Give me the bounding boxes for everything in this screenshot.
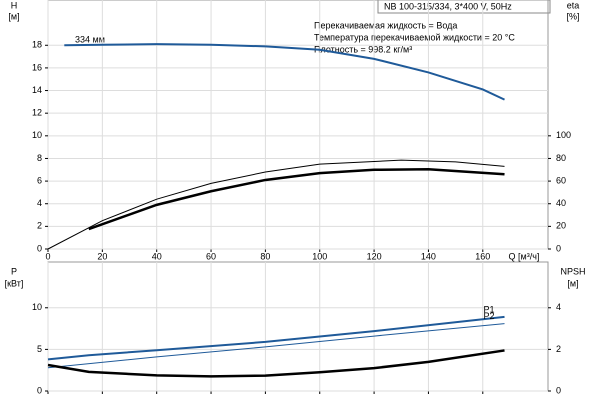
x-tick-label: 80	[260, 251, 270, 261]
series-label: P2	[484, 311, 495, 321]
y2-tick-label: 20	[556, 221, 566, 231]
x-tick-label: 0	[45, 251, 50, 261]
y-unit: [кВт]	[5, 278, 24, 288]
annotation: Плотность = 998.2 кг/м³	[314, 44, 412, 54]
x-tick-label: 160	[475, 251, 490, 261]
y2-label: eta	[567, 0, 580, 10]
x-tick-label: 20	[97, 251, 107, 261]
y-tick-label: 10	[32, 302, 42, 312]
series-line	[47, 349, 505, 378]
y-unit: [м]	[8, 11, 19, 21]
y-tick-label: 5	[37, 344, 42, 354]
series-line	[47, 323, 505, 369]
annotation: 334 мм	[75, 34, 105, 44]
y2-tick-label: 40	[556, 198, 566, 208]
annotation: Температура перекачиваемой жидкости = 20…	[314, 32, 515, 42]
y2-tick-label: 0	[556, 243, 561, 253]
y-tick-label: 16	[32, 62, 42, 72]
y2-tick-label: 60	[556, 175, 566, 185]
y2-label: NPSH	[560, 266, 585, 276]
y2-unit: [м]	[567, 278, 578, 288]
y-tick-label: 4	[37, 198, 42, 208]
x-tick-label: 140	[421, 251, 436, 261]
y-label: H	[11, 0, 18, 10]
y2-tick-label: 0	[556, 385, 561, 395]
chart-title: NB 100-315/334, 3*400 V, 50Hz	[384, 1, 512, 11]
series-label: P1	[484, 304, 495, 314]
series-line	[47, 315, 505, 361]
annotation: Перекачиваемая жидкость = Вода	[314, 20, 457, 30]
y2-tick-label: 80	[556, 153, 566, 163]
y-tick-label: 0	[37, 243, 42, 253]
series-line	[88, 167, 505, 231]
y2-tick-label: 4	[556, 302, 561, 312]
series-line	[47, 159, 505, 250]
y-tick-label: 2	[37, 221, 42, 231]
y2-tick-label: 2	[556, 344, 561, 354]
y-tick-label: 8	[37, 153, 42, 163]
y-tick-label: 0	[37, 385, 42, 395]
y2-tick-label: 100	[556, 130, 571, 140]
x-tick-label: 40	[152, 251, 162, 261]
y-tick-label: 12	[32, 108, 42, 118]
y-tick-label: 14	[32, 85, 42, 95]
y-tick-label: 18	[32, 40, 42, 50]
y2-unit: [%]	[566, 11, 579, 21]
y-label: P	[11, 266, 17, 276]
title-box	[377, 0, 551, 14]
series-line	[64, 43, 505, 101]
x-tick-label: 60	[206, 251, 216, 261]
x-label: Q [м³/ч]	[509, 251, 540, 261]
y-tick-label: 10	[32, 130, 42, 140]
y-tick-label: 6	[37, 175, 42, 185]
x-tick-label: 120	[367, 251, 382, 261]
x-tick-label: 100	[312, 251, 327, 261]
